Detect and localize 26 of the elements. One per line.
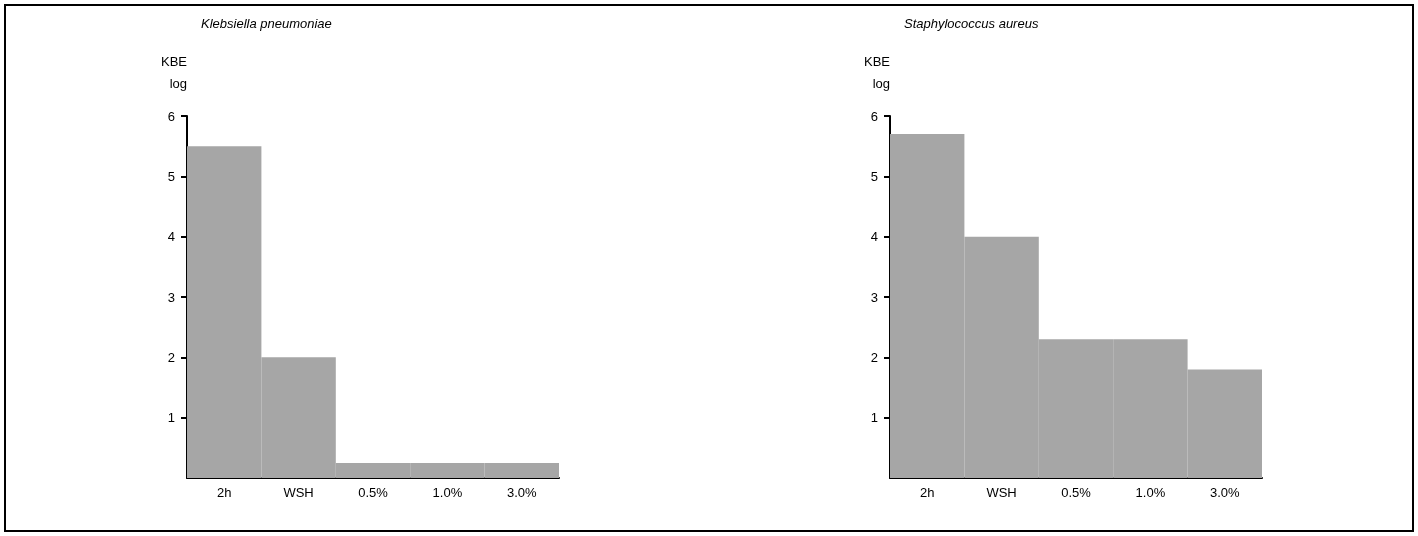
chart-title: Staphylococcus aureus bbox=[904, 16, 1039, 31]
y-tick-label: 2 bbox=[870, 349, 878, 365]
y-tick-label: 4 bbox=[167, 229, 175, 245]
y-tick-label: 6 bbox=[167, 108, 175, 124]
y-tick-label: 5 bbox=[167, 168, 175, 184]
y-tick-label: 3 bbox=[167, 289, 175, 305]
y-tick-label: 4 bbox=[870, 229, 878, 245]
x-tick-label: 2h bbox=[919, 485, 935, 500]
x-tick-label: WSH bbox=[986, 485, 1017, 500]
y-tick-label: 6 bbox=[870, 108, 878, 124]
chart-title: Klebsiella pneumoniae bbox=[201, 16, 332, 31]
x-tick-label: 1.0% bbox=[1135, 485, 1166, 500]
y-tick-label: 1 bbox=[870, 410, 878, 426]
x-tick-label: 2h bbox=[216, 485, 232, 500]
x-tick-label: WSH bbox=[283, 485, 314, 500]
y-tick-label: 3 bbox=[870, 289, 878, 305]
y-axis-title: KBE log bbox=[863, 53, 891, 91]
y-axis-title: KBE log bbox=[160, 53, 188, 91]
x-tick-label: 0.5% bbox=[1061, 485, 1092, 500]
x-tick-label: 3.0% bbox=[1209, 485, 1241, 500]
y-tick-label: 5 bbox=[870, 168, 878, 184]
x-tick-label: 1.0% bbox=[432, 485, 463, 500]
y-tick-label: 1 bbox=[167, 410, 175, 426]
x-tick-label: 3.0% bbox=[506, 485, 538, 500]
y-tick-label: 2 bbox=[167, 349, 175, 365]
x-tick-label: 0.5% bbox=[358, 485, 389, 500]
